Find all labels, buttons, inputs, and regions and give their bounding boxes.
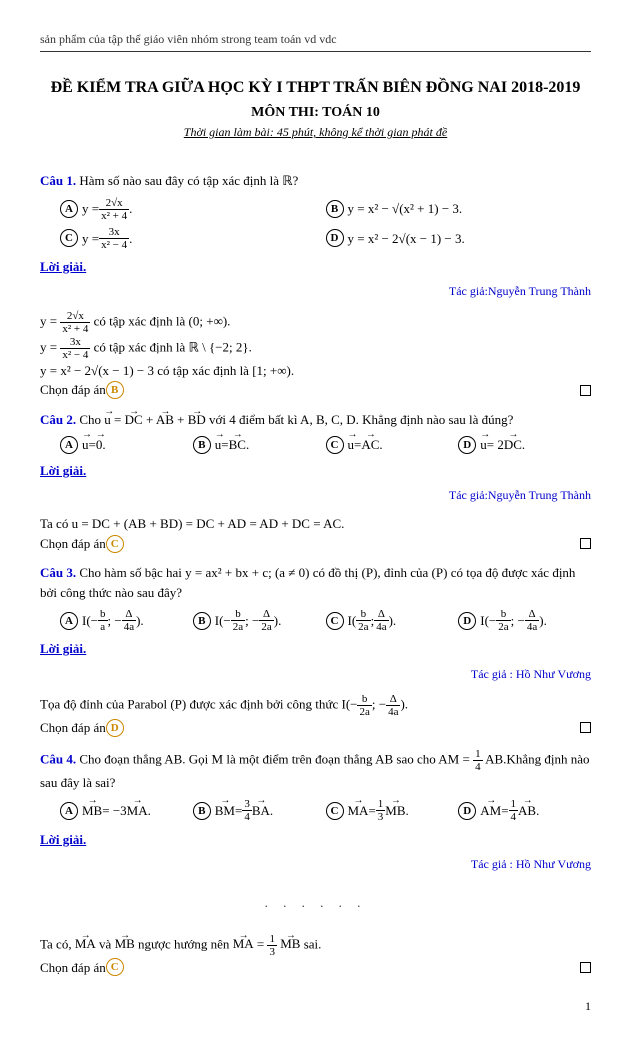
q4-option-c: CMA = 13MB. xyxy=(326,796,459,825)
q1-answer-letter: B xyxy=(106,381,124,399)
q1a-pre: y = xyxy=(82,199,99,219)
question-2-label: Câu 2. xyxy=(40,412,76,427)
q2-author: Tác giả:Nguyễn Trung Thành xyxy=(40,486,591,504)
q4-answer: Chọn đáp án C xyxy=(40,958,591,978)
q1c-pre: y = xyxy=(82,229,99,249)
question-3: Câu 3. Cho hàm số bậc hai y = ax² + bx +… xyxy=(40,563,591,602)
question-3-options: A I(−ba; −Δ4a). B I(−b2a; −Δ2a). C I(b2a… xyxy=(60,606,591,635)
q1-option-b: B y = x² − √(x² + 1) − 3. xyxy=(326,195,592,224)
question-1-options: A y = 2√xx² + 4 . B y = x² − √(x² + 1) −… xyxy=(60,195,591,253)
q1c-post: . xyxy=(129,229,132,249)
question-4-options: AMB = −3MA. BBM = 34BA. CMA = 13MB. DAM … xyxy=(60,796,591,825)
q1-sol1: y = 2√xx² + 4 có tập xác định là (0; +∞)… xyxy=(40,310,591,335)
checkbox-icon xyxy=(580,722,591,733)
q1c-frac: 3xx² − 4 xyxy=(99,226,129,251)
q3-option-d: D I(−b2a; −Δ4a). xyxy=(458,606,591,635)
checkbox-icon xyxy=(580,538,591,549)
q1a-frac: 2√xx² + 4 xyxy=(99,197,129,222)
q3-option-a: A I(−ba; −Δ4a). xyxy=(60,606,193,635)
q4-option-d: DAM = 14AB. xyxy=(458,796,591,825)
question-1-text: Hàm số nào sau đây có tập xác định là ℝ? xyxy=(76,173,298,188)
page-number: 1 xyxy=(40,997,591,1015)
q4-solution-label: Lời giải. xyxy=(40,830,591,850)
q3-option-b: B I(−b2a; −Δ2a). xyxy=(193,606,326,635)
q2-option-c: Cu = AC. xyxy=(326,433,459,457)
header-top-text: sản phẩm của tập thể giáo viên nhóm stro… xyxy=(40,30,591,52)
exam-subject: MÔN THI: TOÁN 10 xyxy=(40,102,591,123)
q2-solution-label: Lời giải. xyxy=(40,461,591,481)
option-tag-d: D xyxy=(326,229,344,247)
q4-option-b: BBM = 34BA. xyxy=(193,796,326,825)
question-1: Câu 1. Hàm số nào sau đây có tập xác địn… xyxy=(40,171,591,191)
q3-sol: Tọa độ đỉnh của Parabol (P) được xác địn… xyxy=(40,693,591,718)
q2-option-b: Bu = BC. xyxy=(193,433,326,457)
question-4: Câu 4. Cho đoạn thẳng AB. Gọi M là một đ… xyxy=(40,748,591,793)
q1-option-d: D y = x² − 2√(x − 1) − 3. xyxy=(326,224,592,253)
question-2-options: Au = 0. Bu = BC. Cu = AC. Du = 2DC. xyxy=(60,433,591,457)
q2-option-d: Du = 2DC. xyxy=(458,433,591,457)
q2-option-a: Au = 0. xyxy=(60,433,193,457)
q2-sol: Ta có u = DC + (AB + BD) = DC + AD = AD … xyxy=(40,514,591,534)
q1-solution-label: Lời giải. xyxy=(40,257,591,277)
q3-author: Tác giả : Hồ Như Vương xyxy=(40,665,591,683)
q1d-text: y = x² − 2√(x − 1) − 3. xyxy=(348,229,465,249)
q3-answer: Chọn đáp án D xyxy=(40,718,591,738)
q3-solution-label: Lời giải. xyxy=(40,639,591,659)
exam-duration: Thời gian làm bài: 45 phút, không kể thờ… xyxy=(40,123,591,141)
checkbox-icon xyxy=(580,385,591,396)
q1b-text: y = x² − √(x² + 1) − 3. xyxy=(348,199,463,219)
checkbox-icon xyxy=(580,962,591,973)
q1a-post: . xyxy=(129,199,132,219)
q1-option-a: A y = 2√xx² + 4 . xyxy=(60,195,326,224)
option-tag-a: A xyxy=(60,200,78,218)
q2-answer: Chọn đáp án C xyxy=(40,534,591,554)
option-tag-b: B xyxy=(326,200,344,218)
q3-option-c: C I(b2a; Δ4a). xyxy=(326,606,459,635)
q4-author: Tác giả : Hồ Như Vương xyxy=(40,855,591,873)
q1-sol2: y = 3xx² − 4 có tập xác định là ℝ \ {−2;… xyxy=(40,336,591,361)
q4-option-a: AMB = −3MA. xyxy=(60,796,193,825)
q4-sol: Ta có, MA và MB ngược hướng nên MA = 13 … xyxy=(40,933,591,958)
q1-sol3: y = x² − 2√(x − 1) − 3 có tập xác định l… xyxy=(40,361,591,381)
q1-option-c: C y = 3xx² − 4 . xyxy=(60,224,326,253)
q1-answer: Chọn đáp án B xyxy=(40,380,591,400)
question-1-label: Câu 1. xyxy=(40,173,76,188)
q1-author: Tác giả:Nguyễn Trung Thành xyxy=(40,282,591,300)
option-tag-c: C xyxy=(60,229,78,247)
exam-title: ĐỀ KIỂM TRA GIỮA HỌC KỲ I THPT TRẤN BIÊN… xyxy=(40,76,591,100)
